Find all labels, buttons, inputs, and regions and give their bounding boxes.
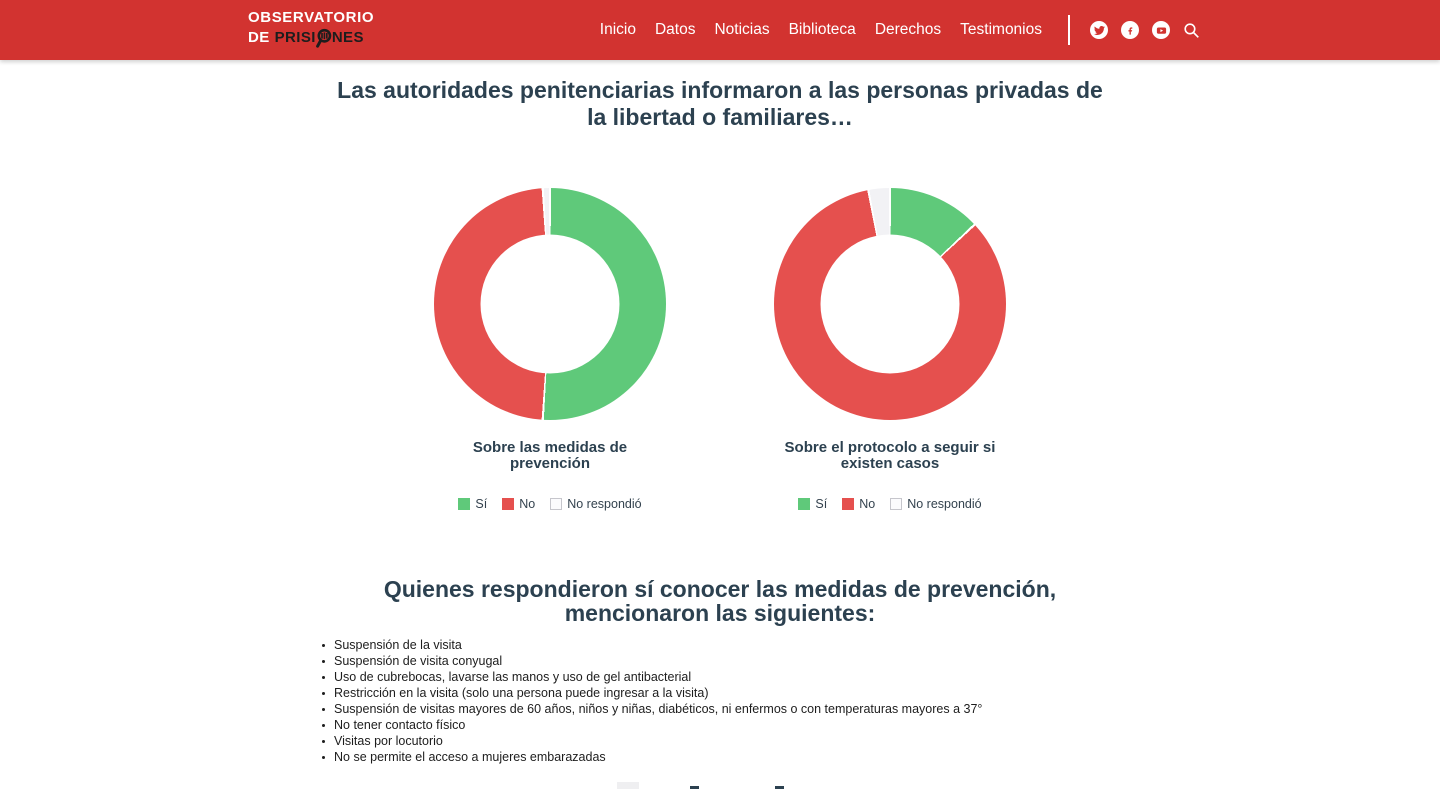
list-item: No tener contacto físico — [320, 717, 1120, 733]
magnifier-bars-icon — [315, 28, 333, 53]
chart-legend: Sí No No respondió — [458, 497, 642, 511]
legend-label: No respondió — [567, 497, 642, 511]
chart-medidas-prevencion: Sobre las medidas de prevención Sí No No r… — [400, 188, 700, 511]
site-header: OBSERVATORIO DE PRISI NES Inicio Datos Not… — [0, 0, 1440, 60]
logo-text-prisi: PRISI — [274, 29, 316, 46]
nav-item-biblioteca[interactable]: Biblioteca — [788, 21, 856, 38]
list-item: Suspensión de visitas mayores de 60 años… — [320, 701, 1120, 717]
legend-item-no: No — [502, 497, 535, 511]
nav-item-testimonios[interactable]: Testimonios — [960, 21, 1042, 38]
main-content: Las autoridades penitenciarias informaro… — [0, 77, 1440, 765]
list-item: Suspensión de visita conyugal — [320, 653, 1120, 669]
list-item: Visitas por locutorio — [320, 733, 1120, 749]
legend-label: No — [519, 497, 536, 511]
facebook-icon[interactable] — [1121, 21, 1139, 39]
list-item: Restricción en la visita (solo una perso… — [320, 685, 1120, 701]
legend-item-no: No — [842, 497, 875, 511]
list-item: Uso de cubrebocas, lavarse las manos y u… — [320, 669, 1120, 685]
charts-row: Sobre las medidas de prevención Sí No No r… — [0, 188, 1440, 511]
legend-swatch — [550, 498, 563, 510]
legend-item-sí: Sí — [798, 497, 827, 511]
nav-item-derechos[interactable]: Derechos — [874, 21, 942, 38]
nav-divider — [1068, 15, 1070, 45]
list-item: Suspensión de la visita — [320, 637, 1120, 653]
legend-swatch — [458, 498, 471, 510]
legend-label: No respondió — [907, 497, 982, 511]
legend-label: Sí — [815, 497, 828, 511]
prevention-list: Suspensión de la visita Suspensión de vis… — [320, 637, 1120, 765]
legend-label: No — [859, 497, 876, 511]
legend-item-no-respondió: No respondió — [550, 497, 642, 511]
legend-swatch — [842, 498, 855, 510]
chart-title: Sobre el protocolo a seguir si existen c… — [784, 439, 996, 472]
section-title: Quienes respondieron sí conocer las medi… — [383, 576, 1057, 626]
donut-chart-protocolo — [774, 188, 1006, 420]
legend-swatch — [890, 498, 903, 510]
nav-item-datos[interactable]: Datos — [654, 21, 696, 38]
logo-text-line1: OBSERVATORIO — [248, 8, 375, 26]
legend-swatch — [502, 498, 515, 510]
twitter-icon[interactable] — [1090, 21, 1108, 39]
chart-title: Sobre las medidas de prevención — [472, 439, 628, 472]
chart-protocolo-casos: Sobre el protocolo a seguir si existen c… — [740, 188, 1040, 511]
chart-legend: Sí No No respondió — [798, 497, 982, 511]
nav-item-inicio[interactable]: Inicio — [599, 21, 636, 38]
main-nav: Inicio Datos Noticias Biblioteca Derechos Tes… — [600, 21, 1042, 39]
legend-item-no-respondió: No respondió — [890, 497, 982, 511]
legend-label: Sí — [475, 497, 488, 511]
page-title: Las autoridades penitenciarias informaro… — [337, 77, 1103, 130]
donut-chart-medidas — [434, 188, 666, 420]
search-icon[interactable] — [1183, 22, 1200, 39]
logo-text-nes: NES — [331, 29, 364, 46]
legend-swatch — [798, 498, 811, 510]
legend-item-sí: Sí — [458, 497, 487, 511]
next-section-fragment — [617, 782, 639, 789]
list-item: No se permite el acceso a mujeres embara… — [320, 749, 1120, 765]
social-links — [1090, 21, 1200, 39]
logo-text-de: DE — [248, 29, 270, 46]
youtube-icon[interactable] — [1152, 21, 1170, 39]
site-logo[interactable]: OBSERVATORIO DE PRISI NES — [248, 8, 375, 51]
logo-text-line2: DE PRISI NES — [248, 26, 374, 51]
nav-item-noticias[interactable]: Noticias — [714, 21, 770, 38]
